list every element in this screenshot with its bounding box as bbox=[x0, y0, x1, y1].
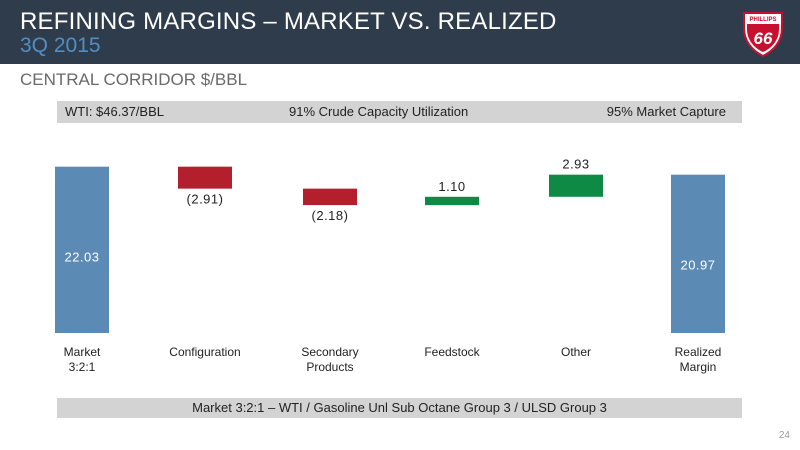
footnote-bar: Market 3:2:1 – WTI / Gasoline Unl Sub Oc… bbox=[57, 398, 742, 418]
wti-price: WTI: $46.37/BBL bbox=[65, 104, 164, 119]
value-label-5: 20.97 bbox=[680, 258, 715, 273]
bar-3 bbox=[425, 196, 479, 206]
section-title: CENTRAL CORRIDOR $/BBL bbox=[20, 70, 248, 89]
category-label-3: Feedstock bbox=[424, 345, 480, 359]
category-label-0: Market 3:2:1 bbox=[64, 345, 101, 374]
value-label-2: (2.18) bbox=[312, 208, 349, 223]
bar-2 bbox=[303, 188, 357, 206]
page-number: 24 bbox=[778, 430, 790, 441]
capacity-utilization: 91% Crude Capacity Utilization bbox=[289, 104, 469, 119]
bar-5 bbox=[671, 174, 725, 333]
category-label-4: Other bbox=[561, 345, 591, 359]
category-label-5: Realized Margin bbox=[675, 345, 722, 374]
market-capture: 95% Market Capture bbox=[606, 104, 726, 119]
page-title: REFINING MARGINS – MARKET VS. REALIZED bbox=[20, 8, 557, 35]
value-label-1: (2.91) bbox=[187, 192, 224, 207]
info-bar: WTI: $46.37/BBL 91% Crude Capacity Utili… bbox=[57, 101, 742, 123]
header-bar: REFINING MARGINS – MARKET VS. REALIZED 3… bbox=[0, 0, 800, 64]
logo-text-number: 66 bbox=[754, 29, 773, 48]
phillips-66-logo: PHILLIPS 66 bbox=[743, 12, 783, 58]
logo-text-top: PHILLIPS bbox=[749, 17, 776, 23]
value-label-3: 1.10 bbox=[438, 179, 465, 194]
bar-4 bbox=[549, 174, 603, 197]
category-label-1: Configuration bbox=[169, 345, 240, 359]
value-label-4: 2.93 bbox=[562, 157, 589, 172]
category-label-2: Secondary Products bbox=[301, 345, 358, 374]
bar-0 bbox=[55, 166, 109, 333]
page-subtitle: 3Q 2015 bbox=[20, 34, 101, 57]
bar-1 bbox=[178, 166, 232, 189]
waterfall-chart: 22.03 Market 3:2:1 (2.91) Configuration (2.18… bbox=[55, 157, 725, 374]
value-label-0: 22.03 bbox=[64, 250, 99, 265]
